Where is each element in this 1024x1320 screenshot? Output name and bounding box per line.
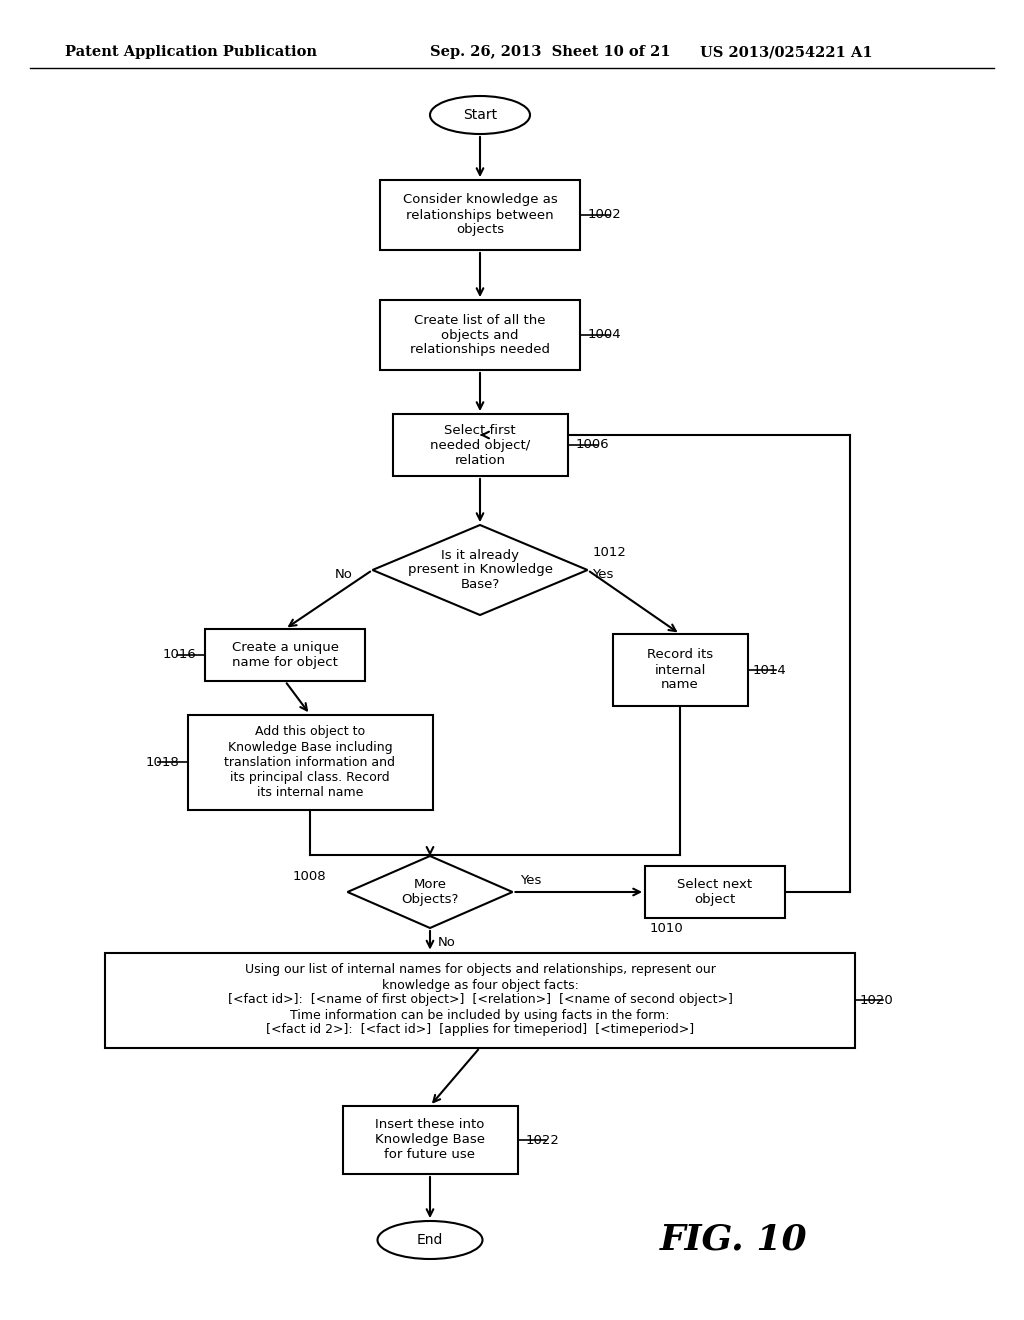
- Ellipse shape: [430, 96, 530, 135]
- Text: Add this object to
Knowledge Base including
translation information and
its prin: Add this object to Knowledge Base includ…: [224, 726, 395, 799]
- Text: 1014: 1014: [753, 664, 786, 676]
- Bar: [105, 953, 855, 1048]
- Text: Record its
internal
name: Record its internal name: [647, 648, 713, 692]
- Text: FIG. 10: FIG. 10: [660, 1224, 808, 1257]
- Bar: [342, 1106, 517, 1173]
- Text: End: End: [417, 1233, 443, 1247]
- Text: Create a unique
name for object: Create a unique name for object: [231, 642, 339, 669]
- Text: 1008: 1008: [293, 870, 326, 883]
- Text: No: No: [335, 569, 352, 582]
- Text: 1004: 1004: [588, 329, 622, 342]
- Text: Consider knowledge as
relationships between
objects: Consider knowledge as relationships betw…: [402, 194, 557, 236]
- Polygon shape: [373, 525, 588, 615]
- Text: 1018: 1018: [145, 755, 179, 768]
- Text: Yes: Yes: [520, 874, 542, 887]
- Bar: [380, 180, 580, 249]
- Text: Select first
needed object/
relation: Select first needed object/ relation: [430, 424, 530, 466]
- Text: Patent Application Publication: Patent Application Publication: [65, 45, 317, 59]
- Bar: [380, 300, 580, 370]
- Text: 1010: 1010: [650, 921, 684, 935]
- Text: 1012: 1012: [593, 545, 627, 558]
- Text: 1022: 1022: [525, 1134, 559, 1147]
- Bar: [392, 414, 567, 477]
- Text: US 2013/0254221 A1: US 2013/0254221 A1: [700, 45, 872, 59]
- Bar: [187, 714, 432, 809]
- Text: Insert these into
Knowledge Base
for future use: Insert these into Knowledge Base for fut…: [375, 1118, 485, 1162]
- Polygon shape: [347, 855, 512, 928]
- Text: Is it already
present in Knowledge
Base?: Is it already present in Knowledge Base?: [408, 549, 553, 591]
- Bar: [612, 634, 748, 706]
- Bar: [645, 866, 785, 917]
- Text: 1002: 1002: [588, 209, 622, 222]
- Text: Start: Start: [463, 108, 497, 121]
- Bar: [205, 630, 365, 681]
- Text: 1016: 1016: [163, 648, 197, 661]
- Text: Using our list of internal names for objects and relationships, represent our
kn: Using our list of internal names for obj…: [227, 964, 732, 1036]
- Text: Sep. 26, 2013  Sheet 10 of 21: Sep. 26, 2013 Sheet 10 of 21: [430, 45, 671, 59]
- Text: Select next
object: Select next object: [678, 878, 753, 906]
- Text: No: No: [438, 936, 456, 949]
- Text: Create list of all the
objects and
relationships needed: Create list of all the objects and relat…: [410, 314, 550, 356]
- Text: More
Objects?: More Objects?: [401, 878, 459, 906]
- Text: 1006: 1006: [575, 438, 609, 451]
- Ellipse shape: [378, 1221, 482, 1259]
- Text: Yes: Yes: [593, 569, 613, 582]
- Text: 1020: 1020: [860, 994, 894, 1006]
